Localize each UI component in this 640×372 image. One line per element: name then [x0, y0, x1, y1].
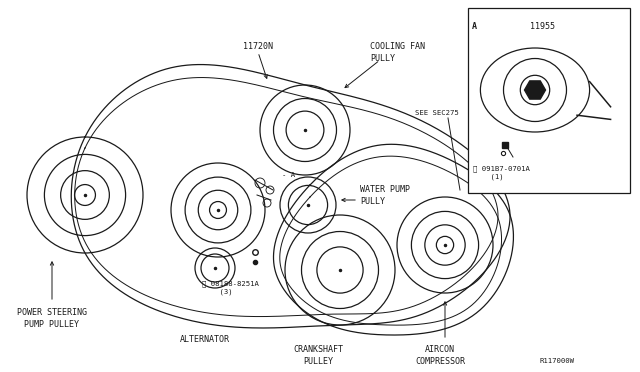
- Text: SEE SEC275: SEE SEC275: [415, 110, 459, 116]
- Text: 11720N: 11720N: [243, 42, 273, 51]
- Text: COOLING FAN
PULLY: COOLING FAN PULLY: [370, 42, 425, 63]
- Text: Ⓑ 091B7-0701A
    (1): Ⓑ 091B7-0701A (1): [473, 165, 530, 180]
- Text: - A: - A: [282, 172, 295, 178]
- Polygon shape: [525, 81, 545, 99]
- Text: ALTERNATOR: ALTERNATOR: [180, 335, 230, 344]
- Text: Ⓑ 08188-8251A
    (3): Ⓑ 08188-8251A (3): [202, 280, 259, 295]
- Text: CRANKSHAFT
PULLEY: CRANKSHAFT PULLEY: [293, 345, 343, 366]
- Text: 11955: 11955: [530, 22, 555, 31]
- Text: WATER PUMP
PULLY: WATER PUMP PULLY: [360, 185, 410, 206]
- Text: R117000W: R117000W: [540, 358, 575, 364]
- Text: AIRCON
COMPRESSOR: AIRCON COMPRESSOR: [415, 345, 465, 366]
- Text: POWER STEERING
PUMP PULLEY: POWER STEERING PUMP PULLEY: [17, 308, 87, 329]
- Text: A: A: [472, 22, 477, 31]
- Bar: [468, 8, 630, 193]
